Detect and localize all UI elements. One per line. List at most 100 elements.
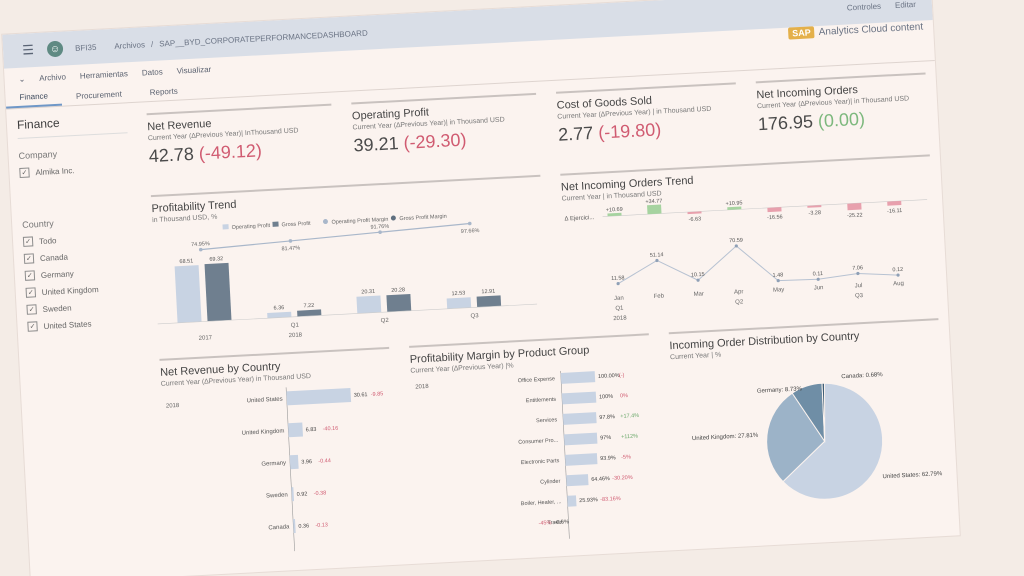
user-code: BFI35 [74,42,97,53]
country-option[interactable]: ✓ Canada [23,248,134,264]
data-label: 6.36 [273,305,284,312]
revenue-bar [291,487,295,502]
avatar[interactable]: ☺ [46,40,64,58]
axis-label-year: 2018 [415,384,429,391]
kpi-net-incoming-orders[interactable]: Net Incoming Orders Current Year (∆Previ… [755,72,929,136]
checkbox-icon[interactable]: ✓ [25,287,37,298]
margin-by-group-chart: 2018 Office Expense 100.00%(-) Entitlements… [415,370,639,539]
orders-value-label: 0.12 [892,267,903,274]
delta-label: (-) [619,373,625,379]
delta-label: -5% [621,454,631,461]
data-label: 12.53 [451,290,465,297]
toolbar-datos[interactable]: Datos [141,66,163,77]
category-label: United Kingdom [242,428,285,436]
category-label: Electronic Parts [521,458,560,466]
orders-value-label: 51.14 [650,252,664,259]
margin-line [200,222,470,251]
value-label: 100% [599,394,613,401]
checkbox-icon[interactable]: ✓ [23,253,35,264]
kpi-net-revenue[interactable]: Net Revenue Current Year (∆Previous Year… [146,103,335,168]
orders-trend-card[interactable]: Net Incoming Orders Trend Current Year |… [560,154,939,332]
menu-icon[interactable]: ☰ [21,42,35,58]
shell-actions: Controles Editar [847,0,917,12]
toolbar-visualizar[interactable]: Visualizar [176,64,212,76]
kpi-operating-profit[interactable]: Operating Profit Current Year (∆Previous… [351,92,539,157]
axis-label-year: 2018 [289,332,303,339]
kpi-value-number: 2.77 [557,122,594,145]
checkbox-icon[interactable]: ✓ [26,304,37,315]
breadcrumb-files[interactable]: Archivos [114,39,146,51]
tab-procurement[interactable]: Procurement [75,89,123,101]
profitability-trend-card[interactable]: Profitability Trend in Thousand USD, % O… [150,174,549,353]
checkbox-icon[interactable]: ✓ [22,236,34,247]
country-label: Country [21,218,54,230]
value-label: 0.92 [297,491,308,498]
country-name: Canada [39,252,69,263]
country-name: United Kingdom [41,284,99,297]
delta-label: -40.16 [323,426,339,433]
kpi-value-number: 39.21 [353,133,400,156]
data-label: 7.22 [303,303,314,310]
country-option[interactable]: ✓ United States [27,316,137,332]
company-label: Company [18,149,58,162]
country-name: Todo [38,235,57,246]
order-distribution-card[interactable]: Incoming Order Distribution by Country C… [668,318,950,540]
toolbar-archivo[interactable]: Archivo [39,71,67,83]
country-option[interactable]: ✓ Germany [24,265,135,281]
delta-label: +10.69 [606,207,623,214]
category-label: Services [536,417,558,424]
legend-label: Gross Profit Margin [399,214,447,222]
delta-bar [807,205,822,208]
orders-point [856,271,860,276]
orders-trend-chart: ∆ Ejercici... +10.69 +34.77 -6.63 +10.95 -16.… [564,198,928,322]
tab-reports[interactable]: Reports [149,86,178,98]
pie-label: United States: 62.79% [882,471,943,480]
tab-finance[interactable]: Finance [5,90,63,109]
orders-point [696,278,700,282]
checkbox-icon[interactable]: ✓ [27,321,38,332]
pie-label: Canada: 0.68% [841,372,883,380]
axis-label-month: May [773,287,785,294]
margin-by-group-card[interactable]: Profitability Margin by Product Group Cu… [409,333,660,554]
controls-link[interactable]: Controles [846,1,882,12]
delta-label: +10.95 [725,200,742,207]
delta-bar [727,206,742,211]
kpi-cost-of-goods-sold[interactable]: Cost of Goods Sold Current Year (∆Previo… [555,82,739,146]
margin-bar [560,371,596,384]
axis-label-year: 2018 [613,315,627,322]
category-label: Entitlements [526,397,557,405]
margin-bar [565,453,598,466]
axis-label-quarter: Q3 [855,293,864,299]
breadcrumb-separator: / [150,39,154,49]
toolbar-chevron-icon[interactable]: ⌄ [18,74,26,84]
revenue-by-country-card[interactable]: Net Revenue by Country Current Year (∆Pr… [159,346,400,567]
checkbox-icon[interactable]: ✓ [24,270,36,281]
axis-label-quarter: Q1 [615,306,624,312]
legend-swatch [222,224,229,230]
toolbar-herramientas[interactable]: Herramientas [79,68,129,81]
bar-operating-profit [356,295,382,314]
line-label: 74.95% [191,241,210,248]
filter-title: Finance [16,112,128,140]
orders-line [617,245,899,285]
value-label: 93.9% [600,455,616,462]
value-label: 0.36 [298,523,309,530]
category-label: Consumer Pro... [518,438,559,446]
country-option[interactable]: ✓ United Kingdom [25,282,136,298]
bar-gross-profit [297,309,322,317]
checkbox-icon[interactable]: ✓ [19,167,30,178]
country-option[interactable]: ✓ Todo [22,231,133,247]
revenue-bar [292,519,296,534]
country-name: Sweden [42,302,72,314]
axis-label-quarter: Q3 [470,313,479,319]
edit-link[interactable]: Editar [894,0,917,10]
country-option[interactable]: ✓ Sweden [26,299,136,315]
revenue-bar [287,422,304,438]
company-option[interactable]: ✓ Almika Inc. [19,162,129,178]
delta-label: -30.20% [612,475,633,482]
category-label: Sweden [266,492,288,499]
breadcrumb-dashboard[interactable]: SAP__BYD_CORPORATEPERFORMANCEDASHBOARD [158,28,368,49]
axis-line [157,303,538,325]
row-label: ∆ Ejercici... [564,214,594,223]
delta-bar [887,200,902,206]
